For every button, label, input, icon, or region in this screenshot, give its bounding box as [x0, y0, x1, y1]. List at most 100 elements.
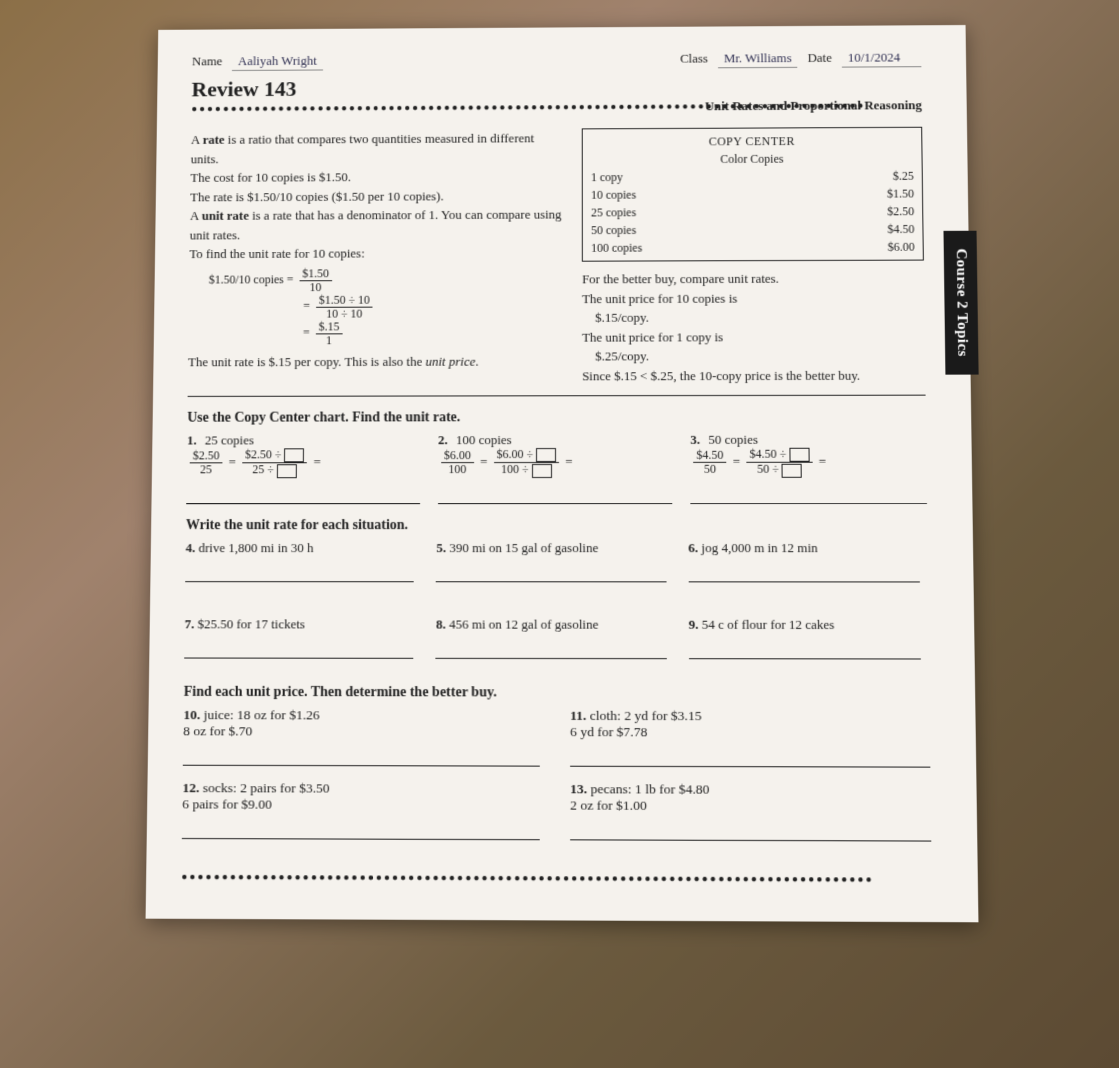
t: juice: 18 oz for $1.26 8 oz for $.70: [183, 707, 320, 738]
num: 3.: [690, 432, 708, 448]
ct-title: COPY CENTER: [590, 132, 913, 151]
intro-right: COPY CENTER Color Copies 1 copy $.25 10 c…: [581, 127, 925, 386]
t: 25 ÷: [252, 463, 274, 477]
t: The unit price for 10 copies is: [582, 290, 737, 305]
n: 6.: [688, 540, 698, 555]
n: 12.: [182, 779, 199, 794]
n: 10.: [183, 706, 200, 721]
t: .: [475, 353, 478, 368]
table-row: 10 copies $1.50: [590, 185, 913, 204]
answer-line[interactable]: [184, 642, 414, 658]
answer-box[interactable]: [789, 448, 809, 462]
d: 10: [299, 281, 332, 294]
compare-1: For the better buy, compare unit rates.: [581, 268, 923, 288]
frac-1: $1.5010: [299, 267, 332, 294]
q: 100 copies: [590, 239, 641, 257]
problem-13: 13. pecans: 1 lb for $4.80 2 oz for $1.0…: [570, 781, 931, 842]
n: $4.50: [693, 449, 726, 463]
answer-line[interactable]: [181, 822, 539, 840]
q: 25 copies: [590, 204, 635, 222]
compare-4: Since $.15 < $.25, the 10-copy price is …: [582, 365, 925, 385]
ct-sub: Color Copies: [590, 149, 913, 168]
n: $6.00: [440, 449, 473, 463]
num: 2.: [437, 432, 455, 448]
num: 1.: [186, 433, 204, 449]
q: 50 copies: [590, 221, 635, 239]
answer-line[interactable]: [435, 642, 666, 658]
answer-line[interactable]: [437, 487, 672, 503]
q: 10 copies: [590, 186, 635, 204]
problem-4: 4. drive 1,800 mi in 30 h: [185, 540, 414, 582]
problems-4-9: 4. drive 1,800 mi in 30 h 5. 390 mi on 1…: [184, 540, 929, 672]
problem-3: 3.50 copies $4.5050 = $4.50 ÷ 50 ÷ =: [690, 432, 927, 504]
answer-box[interactable]: [781, 463, 801, 477]
answer-box[interactable]: [536, 448, 556, 462]
t: The unit rate is $.15 per copy. This is …: [187, 354, 425, 369]
find-line: To find the unit rate for 10 copies:: [189, 243, 562, 263]
header-row: Name Aaliyah Wright Class Mr. Williams D…: [191, 50, 921, 72]
intro-left: A rate is a ratio that compares two quan…: [187, 129, 561, 387]
n: 5.: [436, 540, 446, 555]
answer-box[interactable]: [531, 464, 551, 478]
problems-12-13: 12. socks: 2 pairs for $3.50 6 pairs for…: [181, 779, 931, 855]
problems-1-3: 1.25 copies $2.5025 = $2.50 ÷ 25 ÷ = 2.1…: [186, 432, 927, 504]
name-label: Name: [191, 54, 222, 70]
answer-line[interactable]: [186, 488, 420, 504]
table-row: 50 copies $4.50: [590, 220, 914, 239]
p: $.25: [892, 167, 913, 185]
n: $.15: [315, 321, 342, 335]
p: $2.50: [887, 202, 914, 220]
answer-line[interactable]: [570, 750, 930, 767]
answer-line[interactable]: [688, 566, 920, 582]
intro-columns: A rate is a ratio that compares two quan…: [187, 127, 925, 386]
name-value: Aaliyah Wright: [231, 53, 322, 71]
q: 1 copy: [590, 168, 622, 186]
side-tab: Course 2 Topics: [943, 231, 978, 375]
d: 50: [693, 463, 726, 476]
rate-line: The rate is $1.50/10 copies ($1.50 per 1…: [190, 186, 562, 207]
problems-10-11: 10. juice: 18 oz for $1.26 8 oz for $.70…: [182, 706, 930, 781]
t: A: [190, 132, 202, 147]
section-c-heading: Find each unit price. Then determine the…: [183, 684, 929, 702]
t: 54 c of flour for 12 cakes: [701, 616, 834, 631]
answer-line[interactable]: [436, 566, 666, 582]
p: $1.50: [886, 185, 913, 203]
copy-center-table: COPY CENTER Color Copies 1 copy $.25 10 c…: [581, 127, 923, 262]
t: $6.00 ÷: [496, 447, 533, 461]
t: pecans: 1 lb for $4.80 2 oz for $1.00: [570, 781, 709, 813]
t: $25.50 for 17 tickets: [197, 616, 305, 631]
answer-box[interactable]: [276, 464, 296, 478]
problem-5: 5. 390 mi on 15 gal of gasoline: [436, 540, 666, 582]
answer-line[interactable]: [688, 642, 920, 659]
t: A: [189, 208, 201, 223]
divider: [187, 395, 925, 397]
unit-price-term: unit price: [425, 353, 475, 368]
t: jog 4,000 m in 12 min: [701, 540, 818, 555]
problem-7: 7. $25.50 for 17 tickets: [184, 616, 414, 659]
problem-6: 6. jog 4,000 m in 12 min: [688, 540, 920, 582]
section-b-heading: Write the unit rate for each situation.: [185, 517, 927, 533]
answer-line[interactable]: [570, 823, 931, 841]
problem-8: 8. 456 mi on 12 gal of gasoline: [435, 616, 666, 659]
answer-box[interactable]: [284, 449, 304, 463]
answer-line[interactable]: [185, 566, 414, 582]
n: 4.: [185, 540, 195, 555]
answer-line[interactable]: [182, 749, 539, 766]
t: cloth: 2 yd for $3.15 6 yd for $7.78: [570, 707, 702, 739]
unit-rate-term: unit rate: [201, 208, 248, 223]
p: $4.50: [887, 220, 914, 238]
date-label: Date: [807, 50, 831, 66]
answer-line[interactable]: [690, 487, 926, 503]
date-value: 10/1/2024: [841, 50, 921, 68]
t: 456 mi on 12 gal of gasoline: [448, 616, 597, 631]
t: The unit price for 1 copy is: [582, 329, 723, 344]
t: socks: 2 pairs for $3.50 6 pairs for $9.…: [182, 779, 330, 811]
t: 100 ÷: [501, 462, 529, 476]
n: $1.50: [299, 267, 332, 281]
n: 9.: [688, 616, 698, 631]
problem-2: 2.100 copies $6.00100 = $6.00 ÷ 100 ÷ =: [437, 432, 672, 504]
t: 50 ÷: [757, 462, 779, 476]
rate-term: rate: [202, 132, 224, 147]
lbl: 100 copies: [455, 432, 511, 447]
t: is a ratio that compares two quantities …: [190, 131, 534, 166]
